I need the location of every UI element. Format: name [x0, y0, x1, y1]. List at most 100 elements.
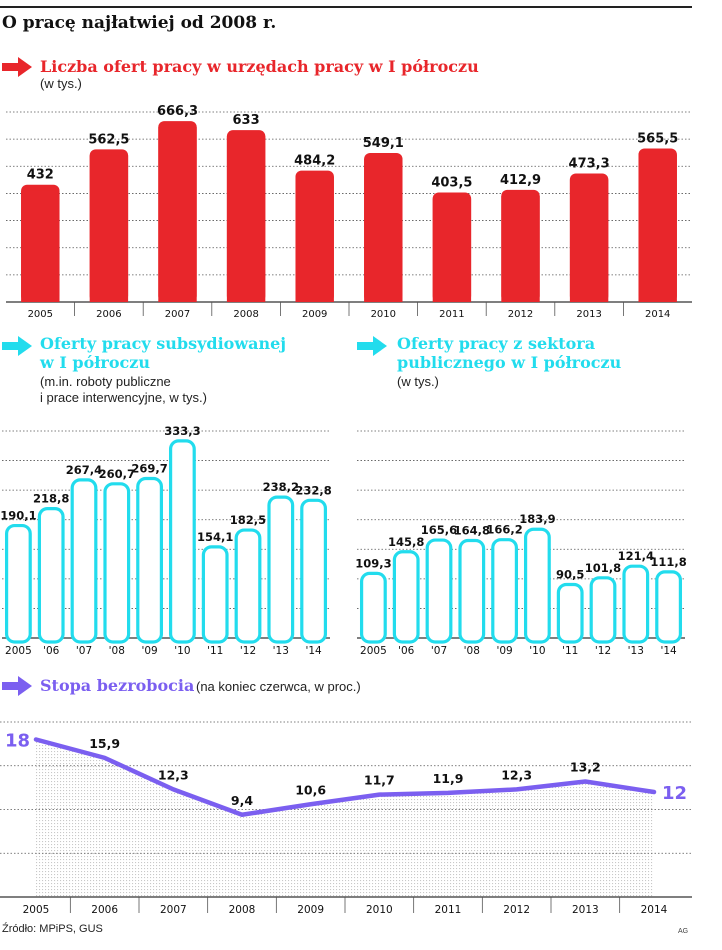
tick-label: 2014 — [641, 904, 668, 916]
data-label: 432 — [27, 168, 54, 183]
tick-label: 2009 — [297, 904, 324, 916]
bar — [168, 439, 196, 644]
tick-label: 2005 — [5, 645, 32, 657]
bar-body — [364, 158, 403, 302]
tick-label: '10 — [174, 645, 190, 657]
data-label: 565,5 — [637, 132, 678, 147]
data-label: 12,3 — [158, 767, 189, 782]
data-label: 166,2 — [486, 523, 522, 537]
data-label: 111,8 — [650, 555, 686, 569]
data-label: 333,3 — [164, 424, 200, 438]
bar — [655, 570, 683, 644]
data-label: 260,7 — [99, 467, 135, 481]
bar-body — [432, 198, 472, 302]
data-label: 121,4 — [618, 549, 654, 563]
public-title-line2: publicznego w I półroczu — [397, 353, 622, 372]
data-label: 484,2 — [294, 154, 335, 169]
data-label: 11,7 — [364, 773, 395, 788]
data-label: 403,5 — [431, 175, 472, 190]
tick-label: 2012 — [508, 309, 533, 320]
data-label: 164,8 — [454, 524, 490, 538]
tick-label: 2005 — [23, 904, 50, 916]
series-line — [33, 737, 657, 817]
tick-label: 2006 — [96, 309, 121, 320]
data-label: 11,9 — [433, 771, 464, 786]
subsidized-chart: 190,1 2005 218,8 '06 267,4 '07 260,7 '08 269,7 '0… — [0, 424, 332, 657]
bar-body — [89, 155, 129, 302]
data-label: 90,5 — [556, 567, 584, 581]
data-label: 9,4 — [231, 793, 253, 808]
bar — [359, 571, 387, 644]
data-label: 412,9 — [500, 173, 541, 188]
tick-label: '14 — [660, 645, 677, 657]
tick-label: 2011 — [439, 309, 464, 320]
bar-body — [638, 154, 677, 302]
offers-chart: 432 2005 562,5 2006 666,3 2007 633 2008 484,2 200… — [6, 104, 692, 320]
tick-label: '09 — [141, 645, 157, 657]
data-label: 101,8 — [585, 561, 621, 575]
arrow-right-icon — [357, 336, 387, 356]
bar-body — [569, 179, 609, 302]
tick-label: 2011 — [435, 904, 462, 916]
bar — [523, 527, 551, 644]
data-label: 183,9 — [519, 512, 555, 526]
tick-label: '12 — [595, 645, 611, 657]
subsidized-title-line1: Oferty pracy subsydiowanej — [40, 334, 287, 353]
source-note: Źródło: MPiPS, GUS — [2, 923, 103, 935]
author-credit: AG — [678, 928, 689, 935]
tick-label: '08 — [109, 645, 125, 657]
data-label: 15,9 — [89, 736, 120, 751]
arrow-right-icon — [2, 676, 32, 696]
data-label: 13,2 — [570, 760, 601, 775]
bar-body — [158, 127, 197, 302]
data-label: 473,3 — [569, 157, 610, 172]
tick-label: '11 — [207, 645, 223, 657]
tick-label: 2005 — [360, 645, 387, 657]
tick-label: 2007 — [165, 309, 190, 320]
data-label: 666,3 — [157, 104, 198, 119]
tick-label: 2010 — [371, 309, 396, 320]
data-label: 267,4 — [66, 463, 102, 477]
bar — [622, 564, 650, 644]
data-label: 633 — [233, 113, 260, 128]
bar — [37, 506, 65, 644]
public-title-line1: Oferty pracy z sektora — [397, 334, 596, 353]
data-label: 549,1 — [363, 136, 404, 151]
data-label: 562,5 — [88, 132, 129, 147]
bar — [458, 538, 486, 644]
bar — [201, 545, 229, 644]
bar — [392, 550, 420, 644]
tick-label: 2013 — [576, 309, 601, 320]
bar — [4, 523, 32, 644]
tick-label: 2008 — [229, 904, 256, 916]
bar — [103, 482, 131, 644]
tick-label: 2006 — [91, 904, 118, 916]
page-title: O pracę najłatwiej od 2008 r. — [2, 13, 277, 33]
bar — [267, 495, 295, 644]
data-label: 238,2 — [263, 480, 299, 494]
subsidized-subtitle-line2: i prace interwencyjne, w tys.) — [40, 390, 207, 405]
bar-body — [295, 176, 334, 302]
bar — [491, 538, 519, 644]
tick-label: 2010 — [366, 904, 393, 916]
unemployment-chart: 18 2005 15,9 2006 12,3 2007 9,4 2008 10,6 2009 11,… — [0, 721, 692, 916]
public-subtitle: (w tys.) — [397, 374, 439, 389]
tick-label: '14 — [305, 645, 322, 657]
tick-label: '06 — [398, 645, 415, 657]
tick-label: 2007 — [160, 904, 187, 916]
data-label: 165,6 — [421, 523, 457, 537]
tick-label: '08 — [464, 645, 480, 657]
tick-label: 2008 — [233, 309, 258, 320]
tick-label: 2012 — [503, 904, 530, 916]
unemployment-subtitle: (na koniec czerwca, w proc.) — [196, 679, 361, 694]
bar-body — [21, 190, 60, 302]
tick-label: '12 — [240, 645, 256, 657]
bar — [70, 478, 98, 644]
bar — [136, 476, 164, 644]
bar-body — [226, 136, 266, 302]
arrow-right-icon — [2, 336, 32, 356]
subsidized-title-line2: w I półroczu — [40, 353, 150, 372]
tick-label: '11 — [562, 645, 578, 657]
data-label: 218,8 — [33, 492, 69, 506]
arrow-right-icon — [2, 57, 32, 77]
